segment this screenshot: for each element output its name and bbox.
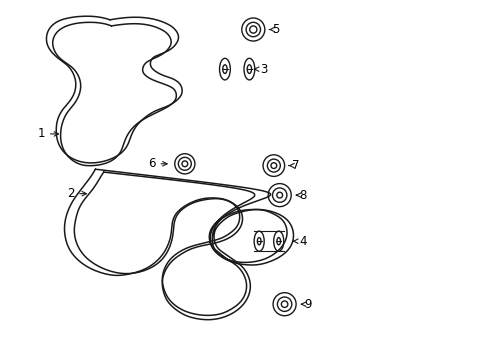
Text: 8: 8 xyxy=(296,189,306,202)
Text: 3: 3 xyxy=(254,63,267,76)
Text: 4: 4 xyxy=(293,235,306,248)
Text: 9: 9 xyxy=(301,298,311,311)
Text: 6: 6 xyxy=(148,157,167,170)
Text: 7: 7 xyxy=(288,159,299,172)
Text: 2: 2 xyxy=(67,187,86,200)
Text: 5: 5 xyxy=(269,23,279,36)
Text: 1: 1 xyxy=(38,127,59,140)
